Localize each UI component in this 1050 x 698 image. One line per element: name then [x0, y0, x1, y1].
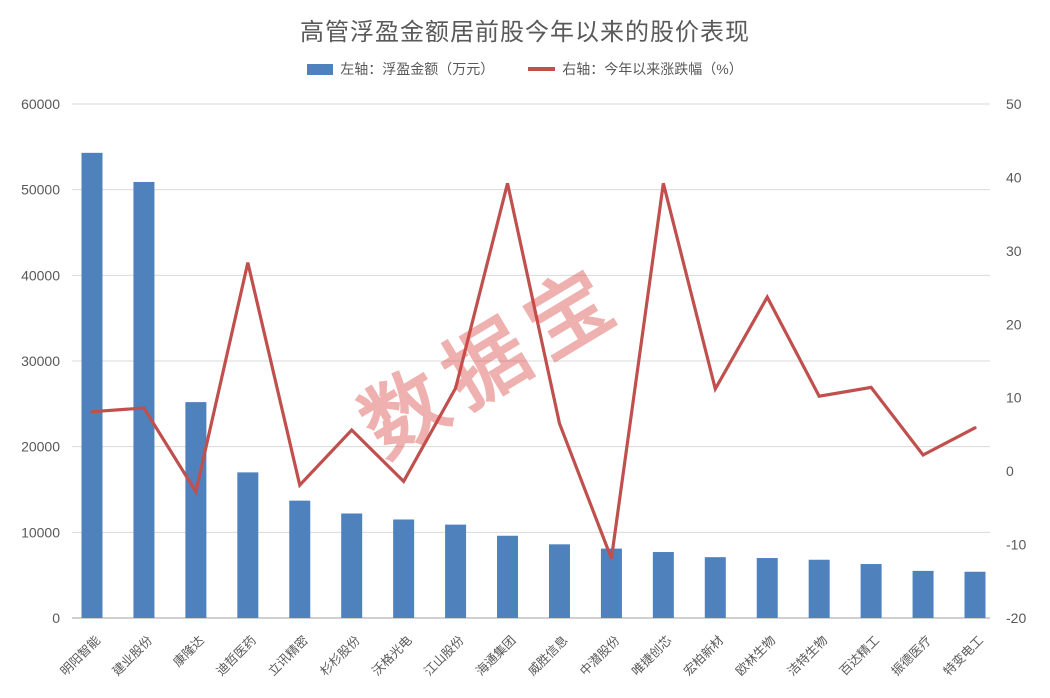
bar: [341, 513, 363, 618]
bar: [445, 524, 467, 618]
x-axis-category-label: 迪哲医药: [214, 633, 259, 678]
bar: [704, 557, 726, 618]
bar: [548, 544, 570, 618]
right-axis-tick-label: 10: [1006, 390, 1022, 406]
right-axis-tick-label: 30: [1006, 243, 1022, 259]
bar: [185, 402, 207, 618]
chart-title: 高管浮盈金额居前股今年以来的股价表现: [300, 19, 750, 46]
bar: [393, 519, 415, 618]
bar: [237, 472, 259, 618]
left-axis-tick-label: 0: [52, 610, 60, 626]
x-axis-category-label: 特变电工: [940, 633, 986, 679]
x-axis-category-label: 宏柏新材: [680, 633, 726, 679]
legend-line-label: 右轴：今年以来涨跌幅（%）: [562, 61, 743, 77]
bar: [808, 559, 830, 618]
bar: [81, 152, 103, 618]
x-axis-category-label: 康隆达: [170, 632, 207, 669]
x-axis-category-label: 杉杉股份: [318, 633, 364, 679]
x-axis-category-label: 海通集团: [473, 633, 519, 679]
bar: [133, 181, 155, 618]
bar: [860, 564, 882, 618]
bar: [497, 535, 519, 618]
bar: [289, 500, 311, 618]
x-axis-category-label: 振德医疗: [888, 633, 934, 679]
x-axis-category-label: 立讯精密: [265, 633, 311, 679]
bar: [964, 571, 986, 618]
line-series-swatch-icon: [528, 67, 556, 71]
legend-item-line-series: 右轴：今年以来涨跌幅（%）: [528, 59, 743, 79]
legend-bar-label: 左轴：浮盈金额（万元）: [340, 61, 495, 77]
x-axis-category-label: 明阳智能: [57, 632, 103, 678]
right-axis-tick-label: -10: [1006, 537, 1026, 553]
right-axis-tick-label: -20: [1006, 610, 1026, 626]
x-axis-category-label: 沃格光电: [369, 632, 415, 678]
bar: [912, 570, 934, 618]
left-axis-tick-label: 50000: [21, 182, 60, 198]
right-axis-tick-label: 40: [1006, 169, 1022, 185]
bar: [652, 552, 674, 618]
right-axis-tick-label: 50: [1006, 96, 1022, 112]
x-axis-category-label: 建业股份: [110, 633, 156, 679]
line-series: [90, 182, 977, 560]
left-axis-tick-label: 40000: [21, 267, 60, 283]
bar: [756, 558, 778, 618]
x-axis-category-label: 欧林生物: [733, 633, 778, 678]
x-axis-category-label: 江山股份: [421, 633, 467, 679]
left-axis-tick-label: 30000: [21, 353, 60, 369]
left-axis-tick-label: 20000: [21, 439, 60, 455]
x-axis-category-label: 唯捷创芯: [629, 633, 674, 678]
x-axis-category-label: 威胜信息: [525, 633, 571, 679]
x-axis-category-label: 百达精工: [837, 633, 882, 678]
legend-item-bar-series: 左轴：浮盈金额（万元）: [307, 59, 494, 79]
left-axis-tick-label: 10000: [21, 524, 60, 540]
right-axis-tick-label: 20: [1006, 316, 1022, 332]
bar-series-swatch-icon: [307, 63, 334, 75]
x-axis-category-label: 中潜股份: [577, 632, 623, 678]
legend: 左轴：浮盈金额（万元） 右轴：今年以来涨跌幅（%）: [0, 59, 1050, 79]
x-axis-category-label: 洁特生物: [784, 633, 830, 679]
right-axis-tick-label: 0: [1006, 463, 1014, 479]
left-axis-tick-label: 60000: [21, 96, 60, 112]
bar: [600, 548, 622, 618]
